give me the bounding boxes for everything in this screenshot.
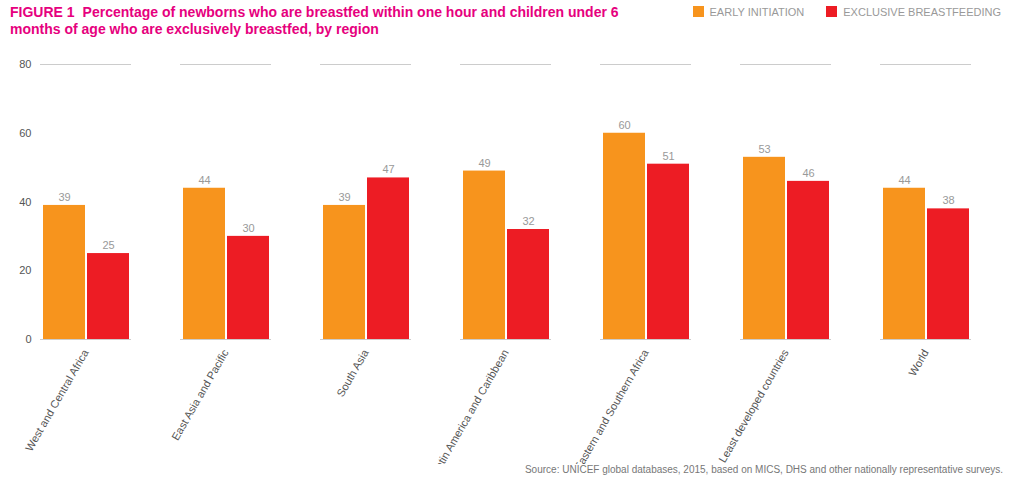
svg-text:Least developed countries: Least developed countries	[716, 347, 791, 464]
html-text:Percentage of newborns who are: Percentage of newborns who are breastfed…	[10, 4, 619, 37]
svg-text:32: 32	[522, 215, 534, 227]
svg-text:51: 51	[662, 150, 674, 162]
svg-text:40: 40	[19, 196, 31, 208]
html-text:Source: UNICEF global database: Source: UNICEF global databases, 2015, b…	[525, 464, 1003, 475]
svg-text:39: 39	[58, 191, 70, 203]
svg-text:39: 39	[338, 191, 350, 203]
html-text:EXCLUSIVE BREASTFEEDING: EXCLUSIVE BREASTFEEDING	[843, 6, 1001, 18]
svg-text:30: 30	[242, 222, 254, 234]
svg-text:47: 47	[382, 163, 394, 175]
html-text:EARLY INITIATION: EARLY INITIATION	[709, 6, 805, 18]
svg-text:East Asia and Pacific: East Asia and Pacific	[169, 347, 231, 442]
svg-text:0: 0	[25, 333, 31, 345]
svg-text:World: World	[906, 347, 931, 378]
svg-text:49: 49	[478, 157, 490, 169]
svg-text:60: 60	[19, 127, 31, 139]
html-text:FIGURE 1: FIGURE 1	[10, 4, 75, 20]
svg-text:44: 44	[898, 174, 910, 186]
svg-text:Eastern and Southern Africa: Eastern and Southern Africa	[572, 347, 652, 464]
svg-text:46: 46	[802, 167, 814, 179]
svg-text:44: 44	[198, 174, 210, 186]
svg-text:80: 80	[19, 58, 31, 70]
svg-text:West and Central Africa: West and Central Africa	[23, 347, 92, 454]
svg-text:Latin America and Caribbean: Latin America and Caribbean	[429, 347, 510, 464]
svg-text:60: 60	[618, 119, 630, 131]
svg-text:South Asia: South Asia	[334, 346, 371, 398]
svg-text:25: 25	[102, 239, 114, 251]
svg-text:38: 38	[942, 194, 954, 206]
svg-text:53: 53	[758, 143, 770, 155]
svg-text:20: 20	[19, 264, 31, 276]
